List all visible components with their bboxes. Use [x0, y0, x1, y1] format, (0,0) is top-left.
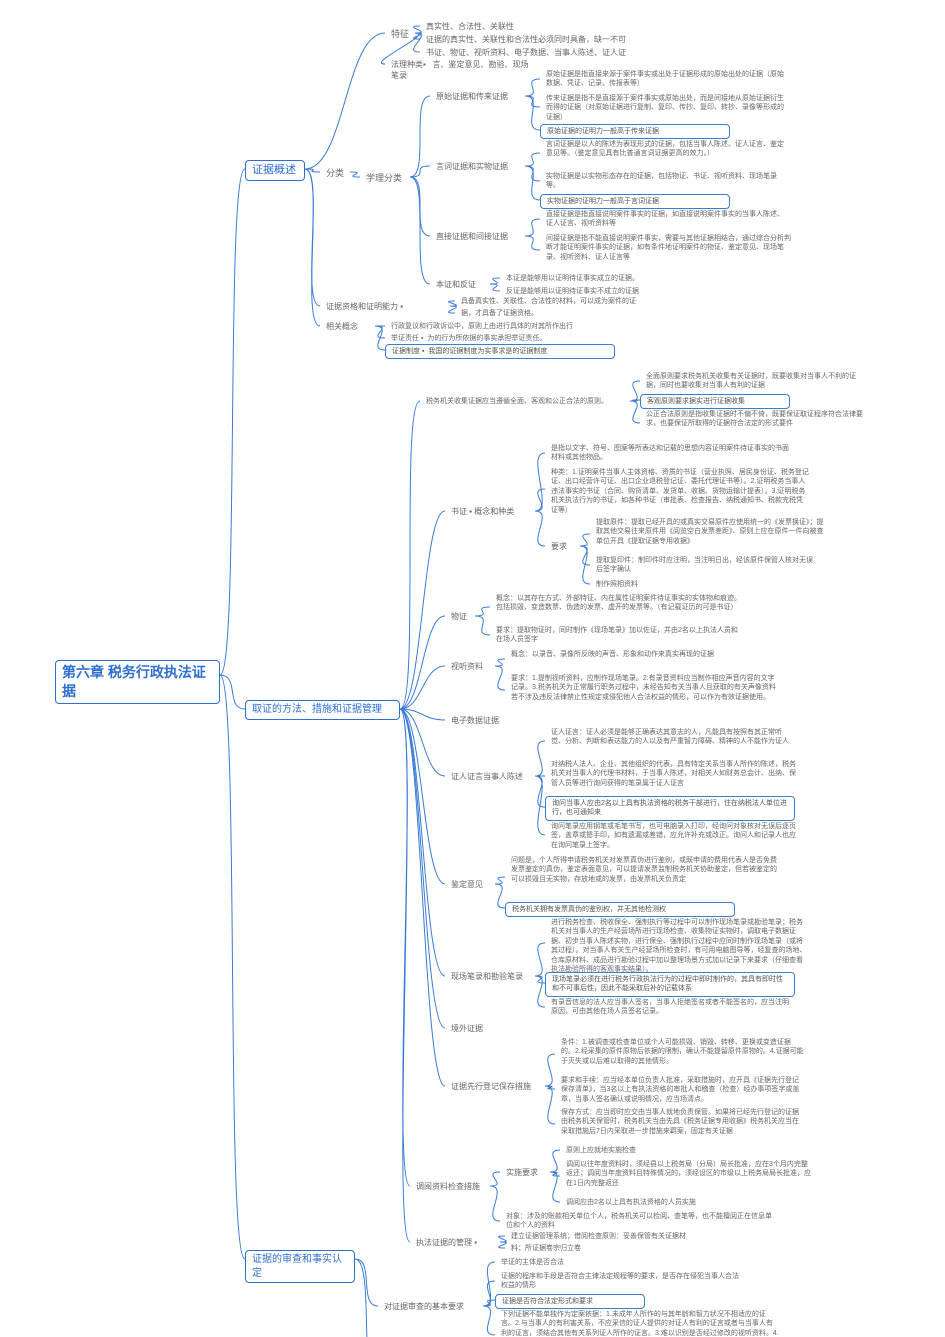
mindmap-node: 直接证据是指直接说明案件事实的证据，如直接说明案件事实的当事人陈述、证人证言、视…	[540, 208, 790, 231]
mindmap-node: 原始证据和传来证据	[430, 90, 525, 105]
mindmap-node: 保存方式：应当即时应交由当事人就地负责保管。如果将已经先行登记的证据由税务机关保…	[555, 1106, 810, 1142]
mindmap-node: 视听资料	[445, 660, 495, 675]
mindmap-node: 现场笔录和勘验笔录	[445, 970, 535, 985]
mindmap-node: 要求	[545, 540, 580, 555]
mindmap-node: 进行税务检查、税收保全、强制执行等过程中可以制作现场笔录或勘验笔录；税务机关对当…	[545, 916, 815, 977]
mindmap-node: 实物证据是以实物形态存在的证据，包括物证、书证、视听资料、现场笔录等。	[540, 170, 790, 193]
mindmap-node: 有录音信息的法人应当事人签名，当事人拒绝签名或者不能签名的，应当注明原因，可由其…	[545, 996, 795, 1019]
mindmap-node: 概念：以其存在方式、外部特征、内在属性证明案件待证事实的实体物和痕迹。包括损毁、…	[490, 592, 750, 622]
mindmap-node: 税务机关收集证据应当遵循全面、客观和公正合法的原则。	[420, 395, 630, 408]
mindmap-node: 取证的方法、措施和证据管理	[245, 700, 400, 720]
mindmap-node: 概念：以录音、录像所反映的声音、形象和动作来真实再现的证据	[505, 648, 765, 670]
mindmap-node: 要求和手续：应当经本单位负责人批准，采取措施时，应开具《证据先行登记保存清单》，…	[555, 1074, 810, 1106]
mindmap-node: 是指以文字、符号、图案等所表达和记载的思想内容证明案件待证事实的书面材料或其他物…	[545, 442, 795, 465]
mindmap-node: 制作照相资料	[590, 578, 660, 591]
mindmap-node: 种类：1.证明案件当事人主体资格、资质的书证（营业执照、居民身份证、税务登记证、…	[545, 466, 815, 517]
mindmap-node: 学理分类	[360, 170, 410, 186]
mindmap-node: 调阅以往年度资料时，须经县以上税务局（分局）局长批准，应在3个月内完整返还；调阅…	[560, 1158, 820, 1194]
mindmap-node: 公正合法原则是指收集证据时不偏不倚，既要保证取证程序符合法律要求，也要保证所取得…	[640, 408, 880, 438]
mindmap-node: 证据资格和证明能力 ▪	[320, 300, 450, 315]
mindmap-node: 原则上应就地实施检查	[560, 1144, 730, 1157]
mindmap-node: 对证据审查的基本要求	[378, 1300, 483, 1315]
mindmap-node: 证据先行登记保存措施	[445, 1080, 545, 1095]
mindmap-node: 直接证据和间接证据	[430, 230, 525, 245]
mindmap-node: 调阅资料检查措施	[410, 1180, 490, 1195]
mindmap-node: 要求：1.提制视听资料，应制作现场笔录。2.有录音资料应当制作相应声音内容的文字…	[505, 672, 785, 708]
mindmap-node: 本证和反证	[430, 278, 490, 293]
mindmap-node: 询问笔录应用钢笔或毛笔书写，也可电脑录入打印，经询问对象核对无误后逐页签，盖章或…	[545, 820, 805, 852]
mindmap-node: 证人证言当事人陈述	[445, 770, 535, 785]
mindmap-node: 原始证据是指直接来源于案件事实或出处于证据形成的原始出处的证据（原始数据、凭证、…	[540, 68, 790, 91]
mindmap-node: 间接证据是指不能直接说明案件事实，需要与其他证据相结合，通过综合分析判断才能证明…	[540, 232, 800, 268]
mindmap-node: 相关概念	[320, 320, 375, 335]
mindmap-node: 全面原则要求税务机关收集有关证据时，既要收集对当事人不利的证据，同时也要收集对当…	[640, 370, 870, 393]
mindmap-node: 书证 ▪ 概念和种类	[445, 505, 535, 520]
mindmap-node: 举证的主体是否合法	[495, 1256, 605, 1269]
mindmap-node: 电子数据证据	[445, 714, 505, 729]
mindmap-node: 证据概述	[245, 160, 305, 181]
mindmap-node: 问题是，个人所得申请税务机关对发票真伪进行鉴别，或既申请的费用代表人是否免费发票…	[505, 854, 785, 900]
mindmap-node: 言词证据和实物证据	[430, 160, 525, 175]
mindmap-node: 言词证据是以人的陈述为表现形式的证据，包括当事人陈述、证人证言、鉴定意见等。（鉴…	[540, 138, 790, 168]
mindmap-node: 物证	[445, 610, 475, 625]
mindmap-node: 证据的审查和事实认定	[245, 1250, 355, 1283]
mindmap-node: 特征	[385, 26, 415, 42]
mindmap-node: 分类	[320, 165, 350, 181]
mindmap-node: 法理种类▪ 言、鉴定意见、勘验、现场笔录	[385, 58, 535, 84]
mindmap-node: 对纳税人法人、企业、其他组织的代表，具有特定关系当事人所作的陈述，税务机关对当事…	[545, 758, 805, 794]
mindmap-node: 询问当事人应由2名以上具有执法资格的税务干部进行，住在纳税法人单位进行，也可通知…	[545, 796, 795, 821]
mindmap-node: 提取原件：提取已经开具的或真实交易原件应使用统一的《发票换证》；提取其他交易往来…	[590, 516, 830, 552]
mindmap-node: 本证是能够用以证明待证事实成立的证据。	[500, 272, 700, 285]
mindmap-node: 实施要求	[500, 1166, 550, 1181]
mindmap-node: 要求：提取物证时，同时制作《现场笔录》加以佐证，并由2名以上执法人员和在场人员签…	[490, 624, 750, 647]
mindmap-node: 境外证据	[445, 1022, 495, 1037]
mindmap-node: 证人证言：证人必须是能够正确表达其意志的人，凡能具有按照有其正常听觉、分析、判断…	[545, 726, 800, 756]
mindmap-node: 执法证据的管理 ▪	[410, 1236, 500, 1251]
mindmap-node: 据，才具备了证据资格。	[455, 307, 575, 320]
mindmap-node: 证据制度 ▪ 我国的证据制度为实事求是的证据制度	[385, 344, 615, 359]
mindmap-node: 条件：1.被调查或检查单位或个人可能损毁、销毁、转移、更换或变造证据的。2.经采…	[555, 1036, 810, 1072]
mindmap-node: 第六章 税务行政执法证据	[55, 660, 220, 704]
mindmap-node: 提取复印件：制印件时应注明，当注明日出，经该原件保管人核对无误后签字确认	[590, 554, 820, 577]
mindmap-node: 证据的程序和手段是否符合主律法定规程等的要求，是否存在侵犯当事人合法权益的情形	[495, 1270, 745, 1293]
mindmap-node: 传来证据是指不是直接源于案件事实或原始出处，而是间接地从原始证据衍生而得的证据（…	[540, 92, 790, 124]
mindmap-node: 下列证据不能单独作为定案依据：1.未成年人所作的与其年龄和智力状况不相适应的证言…	[495, 1308, 785, 1337]
mindmap-node: 调阅应由2名以上具有执法资格的人员实施	[560, 1196, 790, 1209]
mindmap-node: 鉴定意见	[445, 878, 495, 893]
mindmap-node: 现场笔录必须在进行税务行政执法行为的过程中即时制作的，其具有即时性和不可事后性，…	[545, 972, 795, 997]
mindmap-node: 料；所证据卷宗归立卷	[505, 1242, 625, 1255]
